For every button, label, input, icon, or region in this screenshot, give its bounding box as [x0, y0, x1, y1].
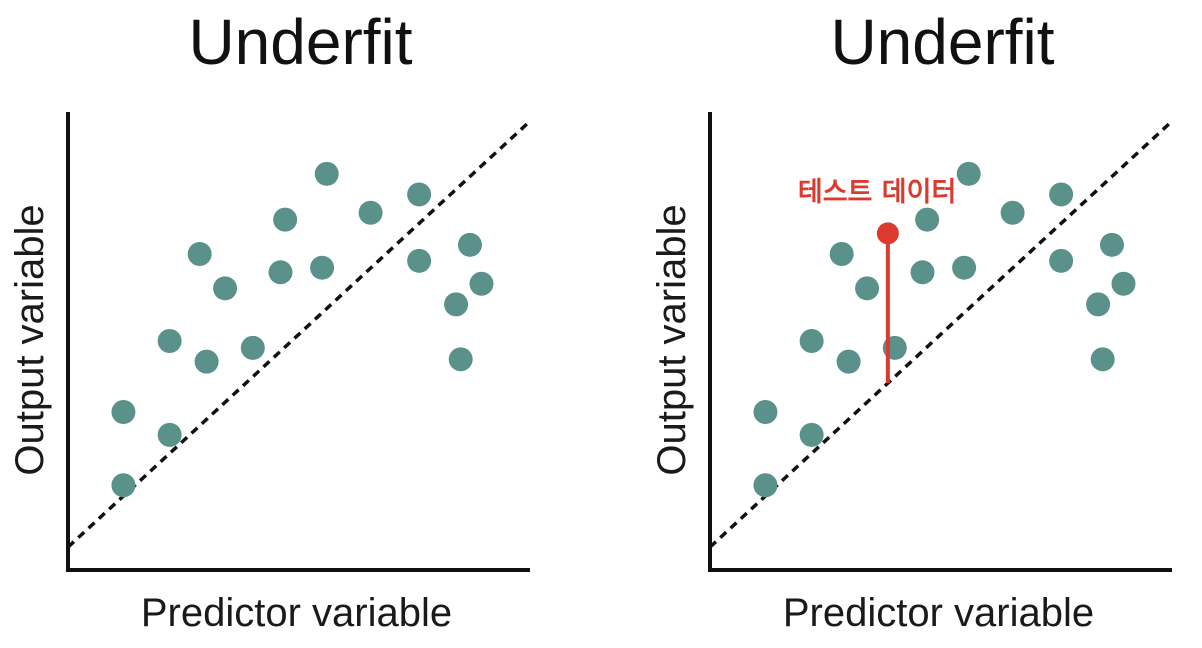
data-point — [1000, 200, 1025, 225]
data-point — [240, 335, 265, 360]
data-point — [952, 255, 977, 280]
data-point — [358, 200, 383, 225]
chart-title: Underfit — [830, 6, 1055, 78]
data-point — [910, 260, 935, 285]
data-point — [187, 241, 212, 266]
trend-line — [708, 119, 1174, 549]
y-axis-label: Output variable — [650, 204, 694, 476]
data-point — [956, 161, 981, 186]
data-point — [753, 399, 778, 424]
data-point — [157, 329, 182, 353]
data-point — [1049, 182, 1074, 207]
data-point — [1111, 271, 1136, 296]
data-point — [915, 207, 940, 232]
data-point — [213, 276, 238, 301]
data-point — [268, 260, 293, 285]
chart-panel-right: Underfit Predictor variable Output varia… — [642, 0, 1202, 648]
data-point — [799, 422, 824, 447]
test-data-point — [876, 222, 899, 245]
data-point — [469, 271, 494, 296]
trend-line — [66, 119, 532, 549]
scatter-plot — [66, 112, 532, 572]
y-axis-label: Output variable — [8, 204, 52, 476]
data-point — [457, 232, 482, 257]
data-point — [855, 276, 880, 301]
data-point — [407, 182, 432, 207]
data-point — [829, 241, 854, 266]
data-point — [448, 347, 473, 372]
data-point — [1086, 292, 1111, 317]
x-axis-label: Predictor variable — [140, 591, 453, 635]
data-point — [836, 349, 861, 374]
chart-title: Underfit — [188, 6, 413, 78]
data-point — [1049, 248, 1074, 273]
test-data-label: 테스트 데이터 — [797, 177, 957, 209]
data-point — [111, 473, 136, 498]
scatter-plot — [708, 112, 1174, 572]
data-point — [444, 292, 469, 317]
data-point — [799, 329, 824, 353]
x-axis-label: Predictor variable — [782, 591, 1095, 635]
data-point — [273, 207, 298, 232]
data-point — [407, 248, 432, 273]
data-point — [157, 422, 182, 447]
data-point — [753, 473, 778, 498]
chart-panel-left: Underfit Predictor variable Output varia… — [8, 6, 532, 635]
data-point — [314, 161, 339, 186]
data-point — [111, 399, 136, 424]
data-point — [310, 255, 335, 280]
data-point — [1090, 347, 1115, 372]
data-point — [1099, 232, 1124, 257]
data-point — [194, 349, 219, 374]
